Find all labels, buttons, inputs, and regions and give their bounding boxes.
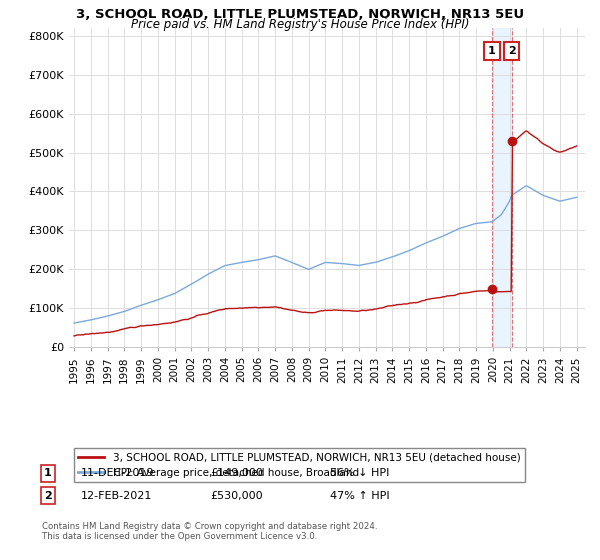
Text: £149,000: £149,000 xyxy=(210,468,263,478)
Text: Contains HM Land Registry data © Crown copyright and database right 2024.
This d: Contains HM Land Registry data © Crown c… xyxy=(42,522,377,542)
Text: £530,000: £530,000 xyxy=(210,491,263,501)
Text: 56% ↓ HPI: 56% ↓ HPI xyxy=(330,468,389,478)
Text: 47% ↑ HPI: 47% ↑ HPI xyxy=(330,491,389,501)
Text: 3, SCHOOL ROAD, LITTLE PLUMSTEAD, NORWICH, NR13 5EU: 3, SCHOOL ROAD, LITTLE PLUMSTEAD, NORWIC… xyxy=(76,8,524,21)
Text: 12-FEB-2021: 12-FEB-2021 xyxy=(81,491,152,501)
Text: 2: 2 xyxy=(44,491,52,501)
Text: Price paid vs. HM Land Registry's House Price Index (HPI): Price paid vs. HM Land Registry's House … xyxy=(131,18,469,31)
Text: 1: 1 xyxy=(488,46,496,57)
Text: 1: 1 xyxy=(44,468,52,478)
Legend: 3, SCHOOL ROAD, LITTLE PLUMSTEAD, NORWICH, NR13 5EU (detached house), HPI: Avera: 3, SCHOOL ROAD, LITTLE PLUMSTEAD, NORWIC… xyxy=(74,448,524,482)
Text: 2: 2 xyxy=(508,46,515,57)
Bar xyxy=(492,28,512,347)
Text: 11-DEC-2019: 11-DEC-2019 xyxy=(81,468,155,478)
